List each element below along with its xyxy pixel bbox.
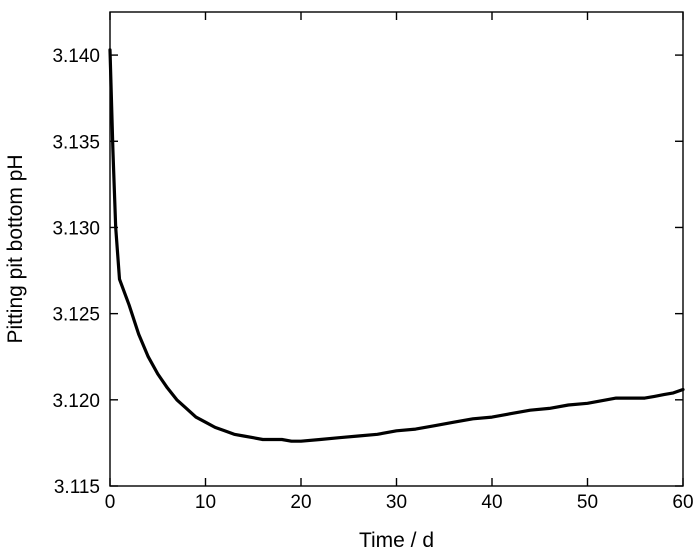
x-tick-label: 40 (481, 492, 502, 513)
series-layer (108, 48, 685, 443)
x-tick-label: 30 (386, 492, 407, 513)
x-tick-label: 10 (195, 492, 216, 513)
x-tick-label: 0 (105, 492, 116, 513)
x-tick-label: 50 (577, 492, 598, 513)
y-tick-label: 3.125 (52, 305, 100, 326)
x-tick-label: 60 (672, 492, 693, 513)
x-axis-label: Time / d (359, 529, 434, 552)
y-tick-label: 3.140 (52, 46, 100, 67)
x-tick-label: 20 (290, 492, 311, 513)
y-tick-label: 3.120 (52, 391, 100, 412)
y-axis-label: Pitting pit bottom pH (4, 154, 27, 343)
y-tick-label: 3.135 (52, 132, 100, 153)
y-tick-label: 3.130 (52, 218, 100, 239)
plot-frame (109, 11, 684, 487)
y-tick-label: 3.115 (54, 477, 100, 498)
x-axis-ticks: 0 10 20 30 40 50 60 (105, 12, 694, 513)
y-axis-ticks: 3.115 3.120 3.125 3.130 3.135 3.140 (52, 46, 683, 498)
series-line-0 (108, 48, 685, 443)
